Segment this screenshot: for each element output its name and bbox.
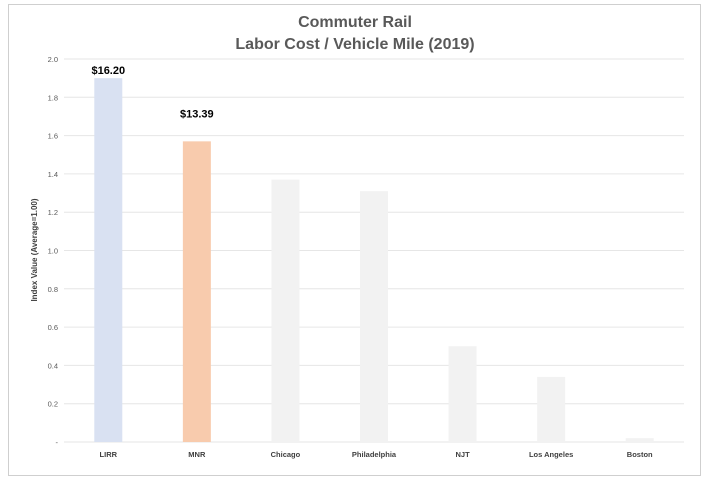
x-tick-label: Boston — [627, 450, 653, 459]
data-label: $16.20 — [91, 65, 125, 77]
y-tick-label: 1.0 — [48, 247, 58, 256]
bar-njt — [448, 346, 477, 442]
data-label: $13.39 — [180, 108, 214, 120]
y-axis-ticks: - 0.2 0.4 0.6 0.8 1.0 1.2 1.4 1.6 1.8 2.0 — [48, 55, 59, 447]
bar-chicago — [271, 179, 300, 442]
x-axis-categories: LIRR MNR Chicago Philadelphia NJT Los Angeles… — [100, 450, 654, 459]
y-tick-label: 1.4 — [48, 170, 58, 179]
x-tick-label: LIRR — [100, 450, 118, 459]
y-tick-label: 2.0 — [48, 55, 58, 64]
y-tick-label: - — [56, 438, 59, 447]
bars — [94, 78, 654, 443]
y-tick-label: 1.6 — [48, 132, 58, 141]
x-tick-label: Philadelphia — [352, 450, 397, 459]
y-tick-label: 0.4 — [48, 361, 58, 370]
x-tick-label: NJT — [455, 450, 470, 459]
bar-boston — [625, 438, 654, 442]
bar-lirr — [94, 78, 123, 443]
bar-mnr — [182, 141, 211, 442]
chart-title-line-2: Labor Cost / Vehicle Mile (2019) — [235, 36, 474, 53]
y-axis-label: Index Value (Average=1.00) — [30, 198, 39, 301]
x-tick-label: Chicago — [271, 450, 301, 459]
chart-frame — [8, 4, 701, 476]
y-tick-label: 0.8 — [48, 285, 58, 294]
x-tick-label: MNR — [188, 450, 206, 459]
y-tick-label: 0.2 — [48, 400, 58, 409]
y-tick-label: 1.2 — [48, 208, 58, 217]
gridlines — [64, 58, 684, 443]
y-tick-label: 1.8 — [48, 93, 58, 102]
data-labels: $16.20 $13.39 — [91, 65, 213, 120]
bar-philadelphia — [360, 191, 388, 442]
bar-los-angeles — [537, 376, 566, 442]
y-tick-label: 0.6 — [48, 323, 58, 332]
chart-title-line-1: Commuter Rail — [298, 14, 412, 31]
x-tick-label: Los Angeles — [529, 450, 573, 459]
